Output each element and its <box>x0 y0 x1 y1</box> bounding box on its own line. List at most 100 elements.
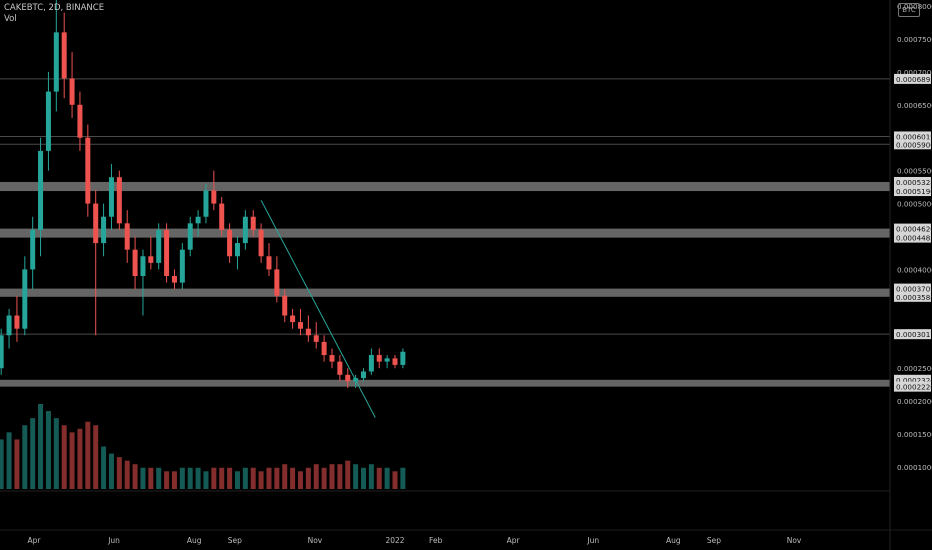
zone-bottom-label: 0.00035840 <box>896 293 932 302</box>
candle-body <box>384 358 390 362</box>
volume-bar <box>45 411 51 489</box>
volume-bar <box>108 453 114 489</box>
candle-body <box>61 32 67 79</box>
candle-body <box>250 216 256 230</box>
zone-top-label: 0.00046200 <box>896 225 932 234</box>
volume-bar <box>0 439 4 489</box>
volume-bar <box>353 464 359 489</box>
zone-bottom-label: 0.00022200 <box>896 383 932 392</box>
price-tick-label: 0.00025000 <box>897 364 932 373</box>
volume-bar <box>282 464 288 489</box>
candle-body <box>22 269 28 329</box>
horizontal-levels <box>0 78 890 335</box>
volume-bar <box>22 425 28 489</box>
volume-bar <box>6 432 12 489</box>
candle-body <box>360 371 366 379</box>
candle-body <box>108 177 114 217</box>
price-axis[interactable]: 0.00080000 0.00075000 0.00070000 0.00065000… <box>889 0 932 550</box>
time-axis[interactable]: Apr Jun Aug Sep Nov 2022 Feb Apr Jun Aug Sep Nov <box>0 490 932 545</box>
zone-top-label-box <box>894 374 931 385</box>
month-tick-label: Jun <box>107 536 120 545</box>
candle-body <box>227 229 233 257</box>
month-tick-label: Feb <box>429 536 443 545</box>
volume-bar <box>290 467 296 489</box>
zone-top-label: 0.00053280 <box>896 178 932 187</box>
zone-bottom-label-box <box>894 186 931 197</box>
candle-body <box>321 341 327 356</box>
candle-body <box>69 78 75 105</box>
currency-badge[interactable]: BTC <box>898 3 920 17</box>
volume-bar <box>195 467 201 489</box>
month-tick-label: Aug <box>187 536 202 545</box>
candlesticks <box>0 0 406 388</box>
candle-body <box>313 335 319 342</box>
month-tick-label: Sep <box>707 536 721 545</box>
volume-bar <box>234 471 240 489</box>
volume-bar <box>179 467 185 489</box>
price-tick-label: 0.00055000 <box>897 167 932 176</box>
candle-body <box>305 328 311 336</box>
level-price-label-box <box>894 139 931 150</box>
candle-body <box>242 216 248 244</box>
candle-body <box>203 190 209 217</box>
volume-bar <box>305 467 311 489</box>
volume-bar <box>164 471 170 489</box>
candle-body <box>171 276 177 283</box>
volume-bar <box>116 457 122 489</box>
candle-body <box>116 177 122 224</box>
zone-band <box>0 379 890 387</box>
zone-top-label: 0.00037090 <box>896 285 932 294</box>
volume-bar <box>148 467 154 489</box>
candle-body <box>14 315 20 329</box>
candle-body <box>345 374 351 382</box>
candle-body <box>211 190 217 204</box>
zone-band <box>0 181 890 192</box>
candle-body <box>93 203 99 244</box>
level-price-label: 0.00030170 <box>896 330 932 339</box>
volume-bar <box>227 467 233 489</box>
candle-body <box>53 32 59 92</box>
volume-bar <box>53 418 59 489</box>
volume-bar <box>187 467 193 489</box>
candle-body <box>195 216 201 224</box>
volume-bar <box>132 464 138 489</box>
zone-bottom-label-box <box>894 232 931 243</box>
volume-bar <box>101 446 107 489</box>
price-tick-label: 0.00080000 <box>897 2 932 11</box>
volume-bar <box>400 467 406 489</box>
candle-body <box>290 315 296 323</box>
candle-body <box>368 355 374 372</box>
level-price-label: 0.00068930 <box>896 75 932 84</box>
month-tick-label: Apr <box>507 536 521 545</box>
candle-body <box>101 216 107 244</box>
price-tick-label: 0.00075000 <box>897 35 932 44</box>
volume-bar <box>250 467 256 489</box>
volume-bar <box>337 464 343 489</box>
price-tick-label: 0.00020000 <box>897 397 932 406</box>
volume-bar <box>360 467 366 489</box>
zone-band <box>0 288 890 297</box>
volume-bar <box>329 464 335 489</box>
candle-body <box>376 355 382 362</box>
zone-top-label-box <box>894 283 931 294</box>
zone-bottom-label: 0.00044830 <box>896 234 932 243</box>
price-tick-label: 0.00050000 <box>897 200 932 209</box>
volume-bar <box>156 467 162 489</box>
zone-top-label-box <box>894 176 931 187</box>
level-price-label-box <box>894 131 931 142</box>
volume-bar <box>274 467 280 489</box>
volume-bar <box>61 425 67 489</box>
candle-body <box>266 256 272 270</box>
chart-header: CAKEBTC, 2D, BINANCE Vol <box>4 3 104 25</box>
price-tick-label: 0.00070000 <box>897 68 932 77</box>
candle-body <box>219 203 225 230</box>
volume-bar <box>85 421 91 489</box>
level-price-label: 0.00059000 <box>896 140 932 149</box>
candle-body <box>30 229 36 270</box>
candle-body <box>400 351 406 365</box>
price-tick-label: 0.00010000 <box>897 463 932 472</box>
volume-bar <box>368 464 374 489</box>
volume-bar <box>345 460 351 489</box>
month-tick-label: Nov <box>308 536 323 545</box>
